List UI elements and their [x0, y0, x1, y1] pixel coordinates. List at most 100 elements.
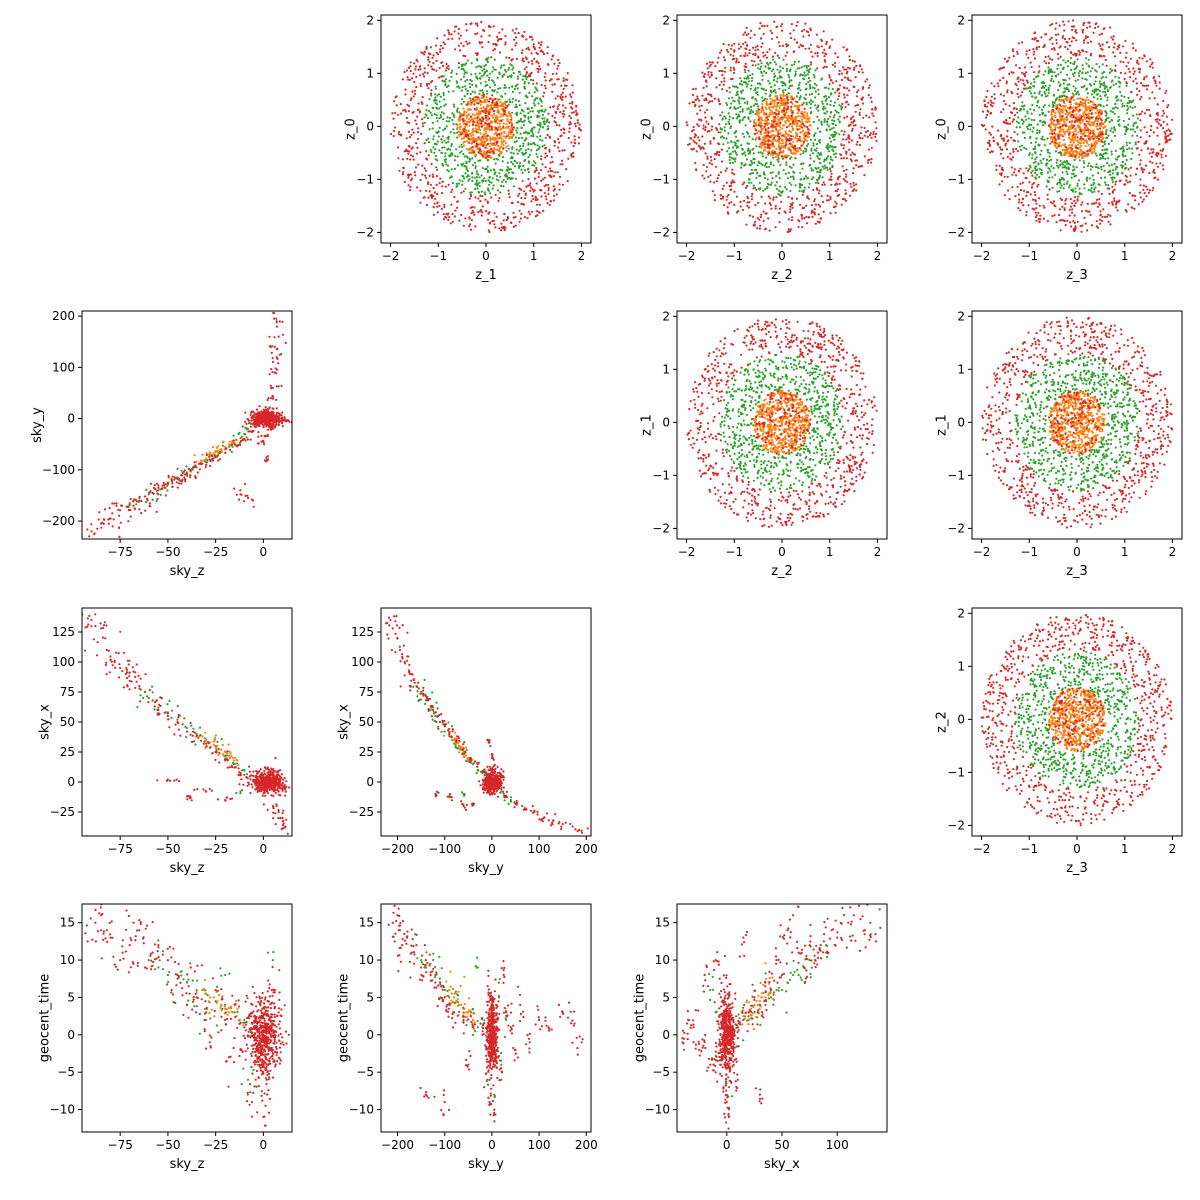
scatter-point — [1025, 79, 1029, 82]
scatter-point — [728, 91, 731, 94]
scatter-point — [850, 116, 853, 119]
scatter-point — [475, 106, 478, 109]
scatter-point — [764, 140, 768, 143]
scatter-point — [442, 218, 445, 221]
scatter-point — [804, 93, 808, 96]
scatter-point — [479, 103, 482, 106]
scatter-point — [531, 95, 534, 98]
scatter-point — [1105, 64, 1108, 67]
x-tick-label: −1 — [725, 249, 743, 263]
scatter-point — [1061, 36, 1064, 40]
scatter-point — [764, 228, 767, 231]
scatter-point — [574, 109, 578, 112]
scatter-point — [795, 131, 798, 134]
scatter-point — [760, 213, 763, 216]
scatter-point — [1025, 53, 1028, 56]
scatter-point — [756, 217, 759, 220]
scatter-point — [1135, 82, 1138, 85]
scatter-point — [1115, 200, 1118, 203]
scatter-point — [495, 137, 498, 140]
scatter-point — [823, 48, 826, 52]
scatter-point — [1160, 153, 1163, 156]
scatter-point — [845, 68, 848, 71]
scatter-point — [563, 149, 566, 152]
scatter-point — [567, 157, 570, 160]
scatter-point — [829, 79, 833, 82]
scatter-point — [1013, 131, 1016, 134]
scatter-point — [756, 164, 759, 167]
scatter-point — [801, 30, 804, 33]
scatter-point — [1103, 215, 1107, 218]
scatter-point — [723, 59, 726, 62]
scatter-point — [784, 146, 787, 149]
y-tick-label: 1 — [366, 66, 374, 80]
scatter-point — [725, 48, 729, 51]
scatter-point — [456, 184, 459, 188]
scatter-point — [434, 85, 437, 88]
scatter-point — [775, 105, 778, 108]
scatter-point — [538, 146, 541, 149]
scatter-point — [793, 38, 796, 41]
scatter-point — [469, 108, 473, 111]
scatter-point — [735, 130, 738, 133]
scatter-point — [490, 127, 493, 131]
scatter-point — [521, 78, 524, 81]
scatter-point — [764, 146, 767, 149]
scatter-point — [778, 117, 782, 120]
scatter-point — [829, 197, 832, 200]
scatter-point — [1019, 78, 1022, 81]
scatter-point — [427, 154, 430, 157]
scatter-point — [477, 159, 480, 162]
scatter-point — [550, 156, 553, 159]
scatter-point — [504, 180, 507, 183]
scatter-point — [1140, 95, 1143, 98]
scatter-point — [785, 63, 788, 66]
scatter-point — [1152, 148, 1155, 151]
scatter-point — [418, 110, 422, 113]
scatter-point — [495, 157, 498, 160]
scatter-point — [1005, 80, 1009, 83]
scatter-point — [518, 120, 522, 123]
scatter-point — [492, 49, 495, 52]
scatter-point — [475, 131, 478, 134]
scatter-point — [1072, 53, 1075, 56]
scatter-point — [482, 118, 485, 121]
scatter-point — [783, 113, 786, 116]
scatter-point — [768, 165, 771, 168]
scatter-point — [1100, 219, 1104, 222]
scatter-point — [473, 91, 476, 94]
scatter-point — [1051, 23, 1054, 26]
scatter-point — [504, 43, 507, 46]
scatter-point — [448, 31, 451, 34]
scatter-point — [521, 171, 524, 174]
scatter-point — [478, 122, 481, 125]
scatter-point — [842, 46, 845, 49]
scatter-point — [524, 75, 527, 78]
scatter-point — [793, 63, 796, 66]
scatter-point — [800, 144, 803, 147]
scatter-point — [1034, 193, 1037, 196]
scatter-point — [466, 140, 469, 143]
scatter-point — [779, 99, 782, 103]
scatter-point — [792, 141, 795, 144]
scatter-point — [519, 145, 522, 148]
scatter-point — [798, 74, 802, 77]
scatter-point — [823, 158, 826, 161]
scatter-point — [549, 106, 552, 109]
scatter-point — [811, 209, 814, 212]
scatter-point — [469, 132, 472, 135]
scatter-point — [788, 137, 791, 140]
scatter-point — [752, 184, 755, 187]
scatter-point — [809, 29, 813, 32]
scatter-point — [1139, 119, 1142, 122]
scatter-point — [511, 157, 514, 160]
scatter-point — [497, 199, 500, 202]
scatter-point — [760, 65, 763, 68]
scatter-point — [436, 120, 439, 123]
scatter-point — [428, 190, 431, 193]
scatter-point — [1109, 26, 1112, 29]
scatter-point — [466, 92, 469, 95]
scatter-point — [725, 89, 728, 92]
scatter-point — [1157, 153, 1160, 156]
scatter-point — [861, 87, 865, 90]
